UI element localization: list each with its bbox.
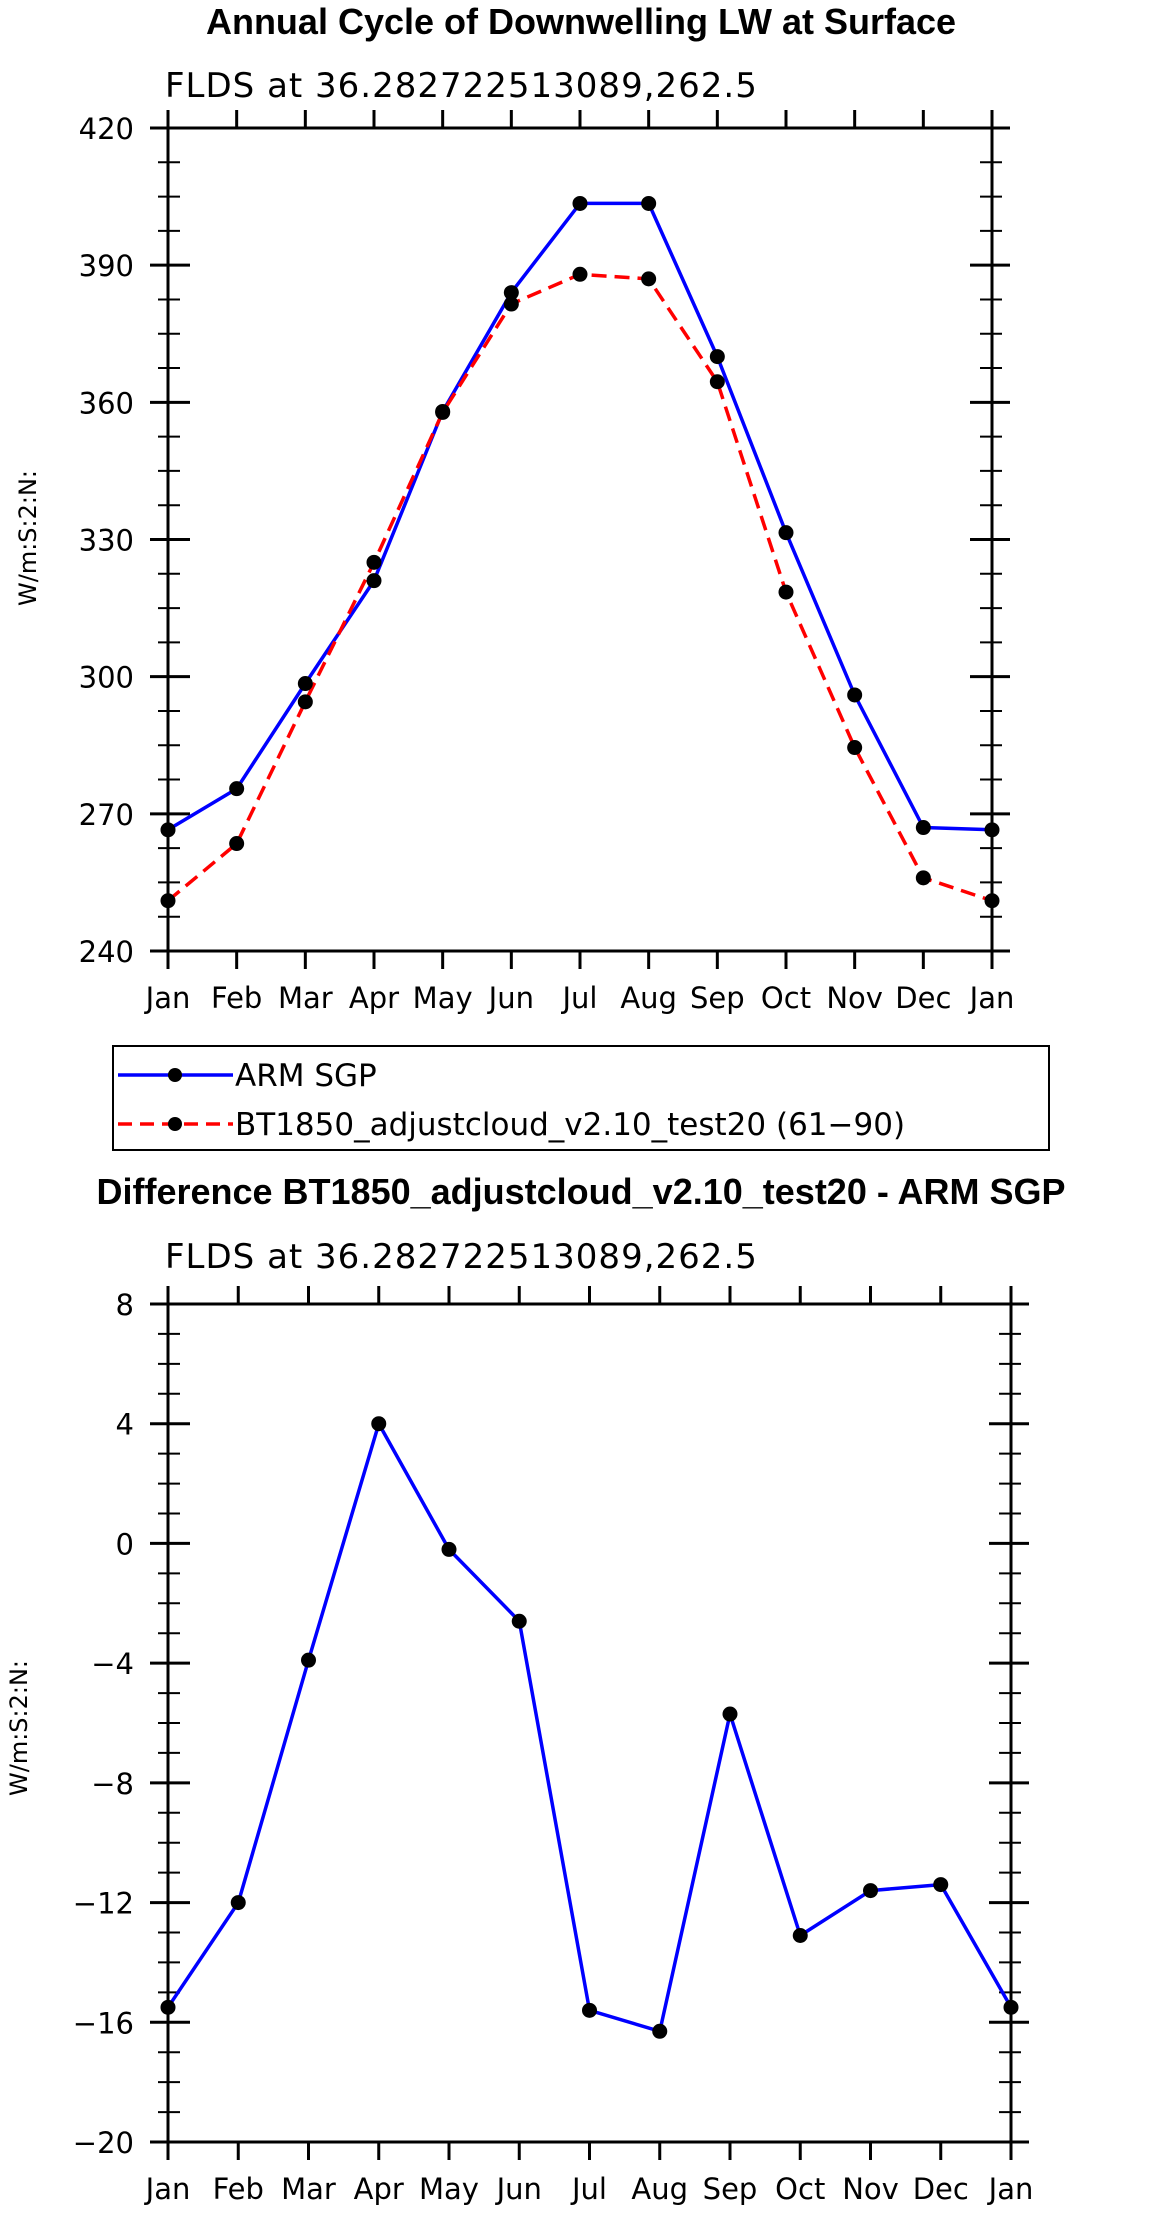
chart1-x-tick-label: Aug [620, 981, 677, 1015]
chart2-x-tick-label: Mar [281, 2172, 336, 2206]
chart2-y-tick-label: −12 [73, 1887, 134, 1921]
chart2-series-line-0 [166, 1421, 1013, 2034]
chart2-series-0-point [792, 1927, 808, 1943]
chart1-series-line-0 [167, 201, 993, 832]
chart1-x-tick-label: Jun [487, 981, 534, 1015]
chart2-y-tick-label: −4 [91, 1647, 134, 1681]
chart1-x-tick-label: Jan [968, 981, 1015, 1015]
chart2-series-0-point [582, 2002, 597, 2018]
chart2-series-0-point [652, 2023, 668, 2039]
chart1-x-tick-label: Nov [826, 981, 883, 1015]
chart2-y-tick-label: −16 [73, 2006, 134, 2040]
chart1-series-0-point [709, 349, 725, 365]
chart1-series-1-point [847, 740, 863, 756]
chart2-y-tick-label: 8 [116, 1288, 134, 1322]
chart1-series-0-point [229, 781, 245, 797]
chart2-series-0-point [301, 1652, 316, 1668]
chart2-x-tick-label: Jun [495, 2172, 542, 2206]
chart1-series-1-point [297, 694, 313, 710]
chart2-series-0-point [933, 1877, 949, 1893]
legend-label-arm-sgp: ARM SGP [235, 1058, 377, 1094]
chart1-legend: ARM SGP BT1850_adjustcloud_v2.10_test20 … [112, 1045, 1050, 1151]
chart1-y-tick-label: 330 [79, 524, 134, 558]
chart2-y-axis-label: W/m:S:2:N: [5, 1660, 33, 1796]
chart2-subtitle: FLDS at 36.282722513089,262.5 [165, 1237, 758, 1277]
chart2-x-tick-label: Jan [987, 2172, 1034, 2206]
chart2-y-tick-label: −20 [73, 2126, 134, 2160]
chart2-series-0-point [230, 1895, 246, 1911]
chart2-series-0-point [511, 1613, 527, 1629]
chart1-series-0-point [641, 195, 657, 211]
chart1-series-0-point [503, 285, 519, 301]
chart2-x-tick-label: Jul [570, 2172, 607, 2206]
chart1-x-tick-label: Sep [690, 981, 745, 1015]
legend-entry-model: BT1850_adjustcloud_v2.10_test20 (61−90) [118, 1107, 905, 1143]
legend-marker-arm-sgp [168, 1068, 182, 1082]
legend-label-model: BT1850_adjustcloud_v2.10_test20 (61−90) [235, 1107, 905, 1143]
chart2-x-tick-label: Feb [213, 2172, 264, 2206]
chart1-plot-frame [166, 126, 994, 953]
chart2-title: Difference BT1850_adjustcloud_v2.10_test… [96, 1171, 1065, 1212]
chart1-x-tick-label: Feb [211, 981, 262, 1015]
annual-cycle-chart: Annual Cycle of Downwelling LW at Surfac… [14, 1, 1014, 1015]
chart1-series-1-point [641, 271, 657, 287]
chart1-series-1-point [778, 584, 794, 600]
chart1-y-axis-label: W/m:S:2:N: [14, 470, 42, 606]
chart1-y-tick-label: 240 [79, 935, 134, 969]
chart1-series-1-point [366, 554, 382, 570]
chart1-y-tick-label: 390 [79, 249, 134, 283]
legend-box [112, 1045, 1050, 1151]
chart1-subtitle: FLDS at 36.282722513089,262.5 [165, 66, 758, 106]
chart1-series-0-point [297, 676, 313, 692]
chart2-x-tick-label: Aug [631, 2172, 688, 2206]
chart2-x-tick-label: Dec [913, 2172, 969, 2206]
chart2-x-tick-label: Nov [842, 2172, 899, 2206]
chart2-plot-frame [166, 1302, 1013, 2144]
chart1-series-0-point [915, 820, 931, 836]
chart2-x-tick-label: Jan [144, 2172, 191, 2206]
chart2-x-tick-label: Apr [354, 2172, 404, 2206]
chart1-series-1-point [435, 404, 451, 420]
chart1-title: Annual Cycle of Downwelling LW at Surfac… [206, 1, 956, 42]
chart1-y-tick-label: 420 [79, 112, 134, 146]
chart1-x-tick-label: Jul [561, 981, 598, 1015]
chart1-x-tick-label: Mar [278, 981, 333, 1015]
chart1-series-1-point [915, 870, 931, 886]
chart1-series-line-1 [166, 272, 993, 903]
difference-chart: Difference BT1850_adjustcloud_v2.10_test… [5, 1171, 1066, 2206]
chart1-series-0-point [847, 687, 863, 703]
legend-entry-arm-sgp: ARM SGP [118, 1058, 377, 1094]
chart2-x-tick-label: Oct [775, 2172, 825, 2206]
chart1-x-tick-label: May [413, 981, 473, 1015]
chart2-series-0-point [371, 1416, 387, 1432]
chart2-series-0-point [863, 1883, 878, 1899]
chart2-y-tick-label: 0 [116, 1527, 134, 1561]
chart1-y-tick-label: 270 [79, 798, 134, 832]
chart2-x-tick-label: Sep [703, 2172, 758, 2206]
chart1-x-tick-label: Dec [895, 981, 951, 1015]
chart2-y-tick-label: −8 [91, 1767, 134, 1801]
chart1-series-0-point [366, 573, 382, 589]
legend-marker-model [168, 1117, 182, 1131]
chart1-y-tick-label: 300 [79, 661, 134, 695]
chart1-series-1-point [709, 374, 725, 390]
chart1-series-1-point [229, 836, 245, 852]
chart1-x-tick-label: Apr [349, 981, 399, 1015]
chart2-series-0-point [441, 1541, 457, 1557]
chart1-series-0-point [778, 525, 794, 541]
chart1-x-tick-label: Oct [761, 981, 811, 1015]
chart2-series-0-point [722, 1706, 738, 1722]
chart2-x-tick-label: May [419, 2172, 479, 2206]
chart1-series-1-point [503, 296, 519, 312]
chart2-y-tick-label: 4 [116, 1408, 134, 1442]
chart1-series-1-point [572, 266, 588, 282]
chart1-y-tick-label: 360 [79, 386, 134, 420]
chart1-series-0-point [572, 195, 588, 211]
chart1-x-tick-label: Jan [144, 981, 191, 1015]
